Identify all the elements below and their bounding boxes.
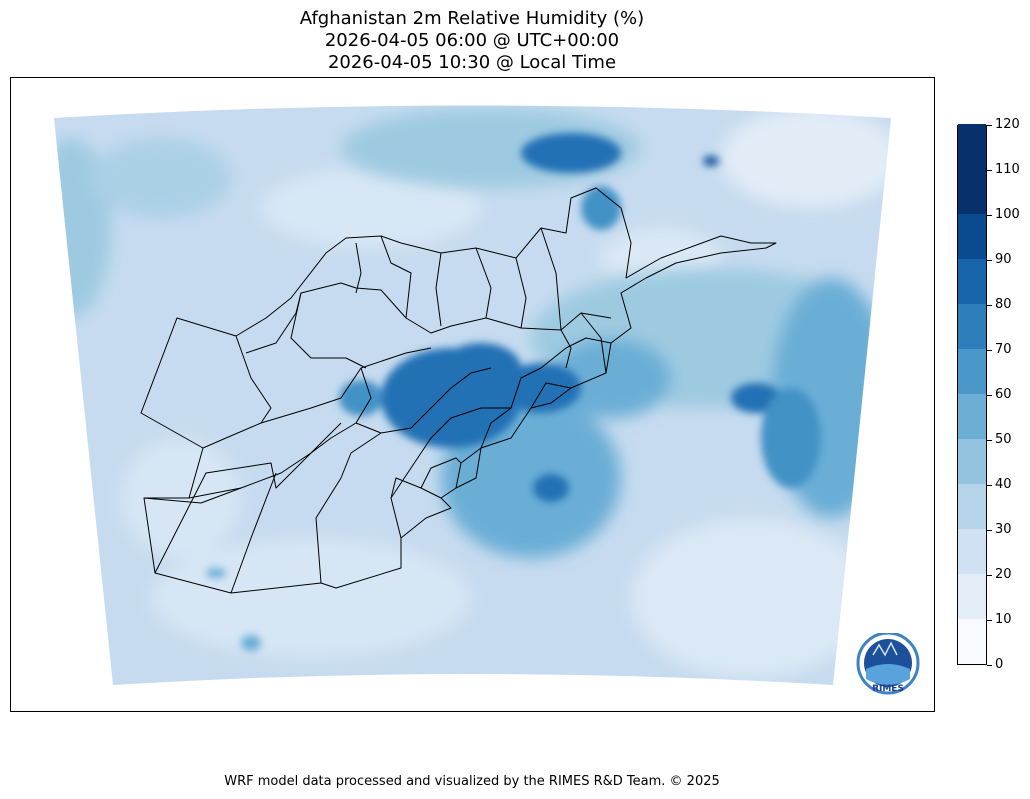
colorbar-segment xyxy=(958,349,986,394)
footer-credit: WRF model data processed and visualized … xyxy=(224,774,720,789)
utc-time: 2026-04-05 06:00 @ UTC+00:00 xyxy=(324,30,620,51)
colorbar-tick-label: 60 xyxy=(995,387,1012,402)
colorbar-tick-label: 110 xyxy=(995,162,1020,177)
colorbar-tick xyxy=(987,665,992,666)
colorbar xyxy=(957,124,987,665)
colorbar-tick xyxy=(987,350,992,351)
colorbar-segment xyxy=(958,169,986,214)
logo-text: RIMES xyxy=(872,684,904,694)
colorbar-tick xyxy=(987,215,992,216)
colorbar-tick xyxy=(987,170,992,171)
colorbar-tick xyxy=(987,440,992,441)
colorbar-segment xyxy=(958,259,986,304)
colorbar-segment xyxy=(958,439,986,484)
colorbar-tick xyxy=(987,530,992,531)
colorbar-tick-label: 0 xyxy=(995,657,1004,672)
colorbar-tick-label: 80 xyxy=(995,297,1012,312)
map-frame xyxy=(10,77,935,712)
humidity-field xyxy=(54,108,891,678)
colorbar-tick-label: 20 xyxy=(995,567,1012,582)
colorbar-tick-label: 50 xyxy=(995,432,1012,447)
colorbar-tick-label: 30 xyxy=(995,522,1012,537)
rimes-logo-icon xyxy=(856,633,920,695)
colorbar-tick-label: 90 xyxy=(995,252,1012,267)
colorbar-segment xyxy=(958,394,986,439)
wet-regions xyxy=(206,133,821,651)
colorbar-tick-label: 120 xyxy=(995,117,1020,132)
colorbar-tick-label: 100 xyxy=(995,207,1020,222)
colorbar-tick-label: 70 xyxy=(995,342,1012,357)
colorbar-tick xyxy=(987,620,992,621)
humidity-map xyxy=(54,105,891,685)
colorbar-segment xyxy=(958,619,986,664)
colorbar-segment xyxy=(958,304,986,349)
colorbar-segment xyxy=(958,214,986,259)
colorbar-segment xyxy=(958,529,986,574)
province-boundaries xyxy=(140,187,777,594)
colorbar-tick xyxy=(987,305,992,306)
map-title: Afghanistan 2m Relative Humidity (%) xyxy=(299,8,645,29)
colorbar-tick-label: 40 xyxy=(995,477,1012,492)
colorbar-tick xyxy=(987,260,992,261)
colorbar-segment xyxy=(958,124,986,169)
colorbar-segment xyxy=(958,574,986,619)
colorbar-tick xyxy=(987,575,992,576)
colorbar-tick xyxy=(987,395,992,396)
local-time: 2026-04-05 10:30 @ Local Time xyxy=(327,52,617,73)
colorbar-segment xyxy=(958,484,986,529)
colorbar-tick-label: 10 xyxy=(995,612,1012,627)
colorbar-tick xyxy=(987,485,992,486)
colorbar-tick xyxy=(987,125,992,126)
